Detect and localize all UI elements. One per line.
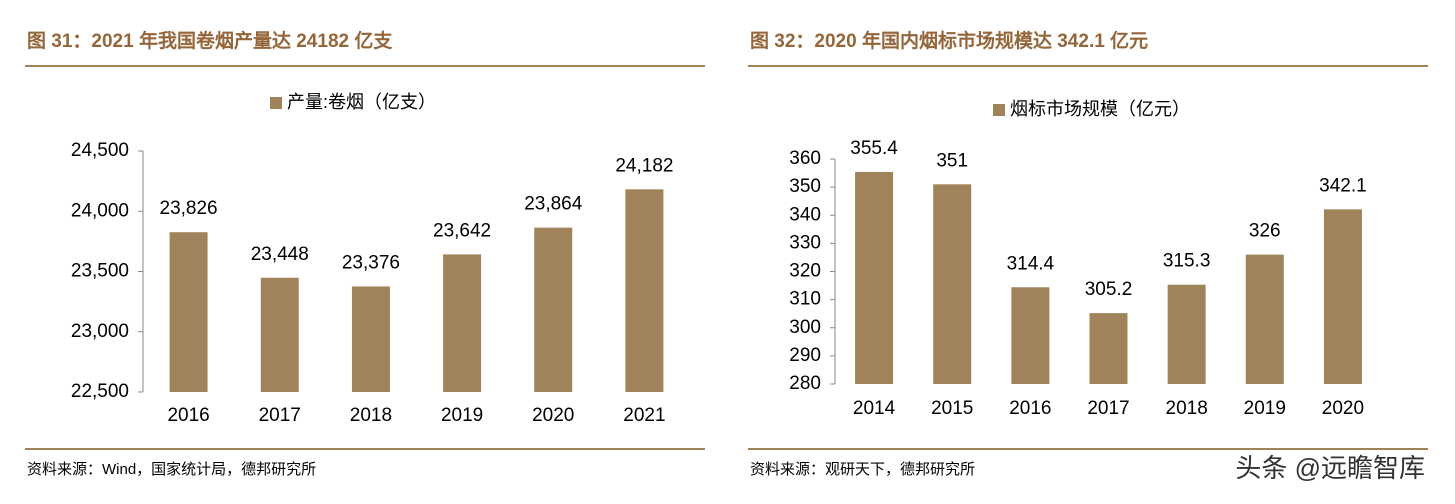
x-tick-label: 2015 <box>931 398 973 419</box>
bar <box>1323 209 1362 384</box>
y-tick-label: 280 <box>789 373 821 394</box>
bar <box>534 227 573 392</box>
y-tick-label: 24,500 <box>71 140 129 161</box>
x-tick-label: 2020 <box>1322 398 1364 419</box>
bar <box>443 254 482 392</box>
x-tick-label: 2018 <box>350 405 392 426</box>
y-tick-label: 290 <box>789 345 821 366</box>
bar <box>1245 254 1284 384</box>
x-tick-label: 2017 <box>1087 398 1129 419</box>
value-label: 326 <box>1249 221 1281 242</box>
value-label: 314.4 <box>1007 253 1055 274</box>
x-tick-label: 2019 <box>441 405 483 426</box>
value-label: 351 <box>936 150 968 171</box>
y-tick-label: 300 <box>789 317 821 338</box>
y-tick-label: 310 <box>789 289 821 310</box>
y-tick-label: 23,000 <box>71 321 129 342</box>
y-tick-label: 320 <box>789 261 821 282</box>
value-label: 23,826 <box>160 198 218 219</box>
x-tick-label: 2019 <box>1244 398 1286 419</box>
value-label: 24,182 <box>615 155 673 176</box>
value-label: 305.2 <box>1085 279 1133 300</box>
x-tick-label: 2017 <box>259 405 301 426</box>
bar <box>625 189 664 392</box>
value-label: 315.3 <box>1163 251 1211 272</box>
x-tick-label: 2018 <box>1166 398 1208 419</box>
legend-label: 烟标市场规模（亿元） <box>1010 99 1190 119</box>
x-tick-label: 2016 <box>167 405 209 426</box>
bar <box>351 286 390 392</box>
x-tick-label: 2021 <box>623 405 665 426</box>
bar <box>1011 287 1050 384</box>
y-tick-label: 24,000 <box>71 200 129 221</box>
y-tick-label: 22,500 <box>71 381 129 402</box>
source: 资料来源：Wind，国家统计局，德邦研究所 <box>27 460 316 478</box>
legend-swatch <box>270 97 282 109</box>
bar <box>933 184 972 384</box>
bar <box>169 232 208 392</box>
legend-label: 产量:卷烟（亿支） <box>287 92 436 112</box>
value-label: 342.1 <box>1319 175 1367 196</box>
bar <box>1089 313 1128 384</box>
y-tick-label: 23,500 <box>71 261 129 282</box>
value-label: 23,642 <box>433 220 491 241</box>
chart-title: 图 32：2020 年国内烟标市场规模达 342.1 亿元 <box>750 29 1148 52</box>
x-tick-label: 2014 <box>853 398 896 419</box>
value-label: 355.4 <box>850 138 898 159</box>
y-tick-label: 360 <box>789 148 821 169</box>
bar <box>1167 284 1206 384</box>
chart-title: 图 31：2021 年我国卷烟产量达 24182 亿支 <box>27 29 393 52</box>
y-tick-label: 330 <box>789 232 821 253</box>
value-label: 23,376 <box>342 252 400 273</box>
watermark: 头条 @远瞻智库 <box>1235 453 1425 483</box>
bar <box>855 171 894 384</box>
y-tick-label: 340 <box>789 204 821 225</box>
x-tick-label: 2016 <box>1009 398 1051 419</box>
source: 资料来源：观研天下，德邦研究所 <box>750 460 975 478</box>
value-label: 23,448 <box>251 244 309 265</box>
legend-swatch <box>993 104 1005 116</box>
x-tick-label: 2020 <box>532 405 574 426</box>
value-label: 23,864 <box>524 194 583 215</box>
y-tick-label: 350 <box>789 176 821 197</box>
bar <box>260 277 299 392</box>
